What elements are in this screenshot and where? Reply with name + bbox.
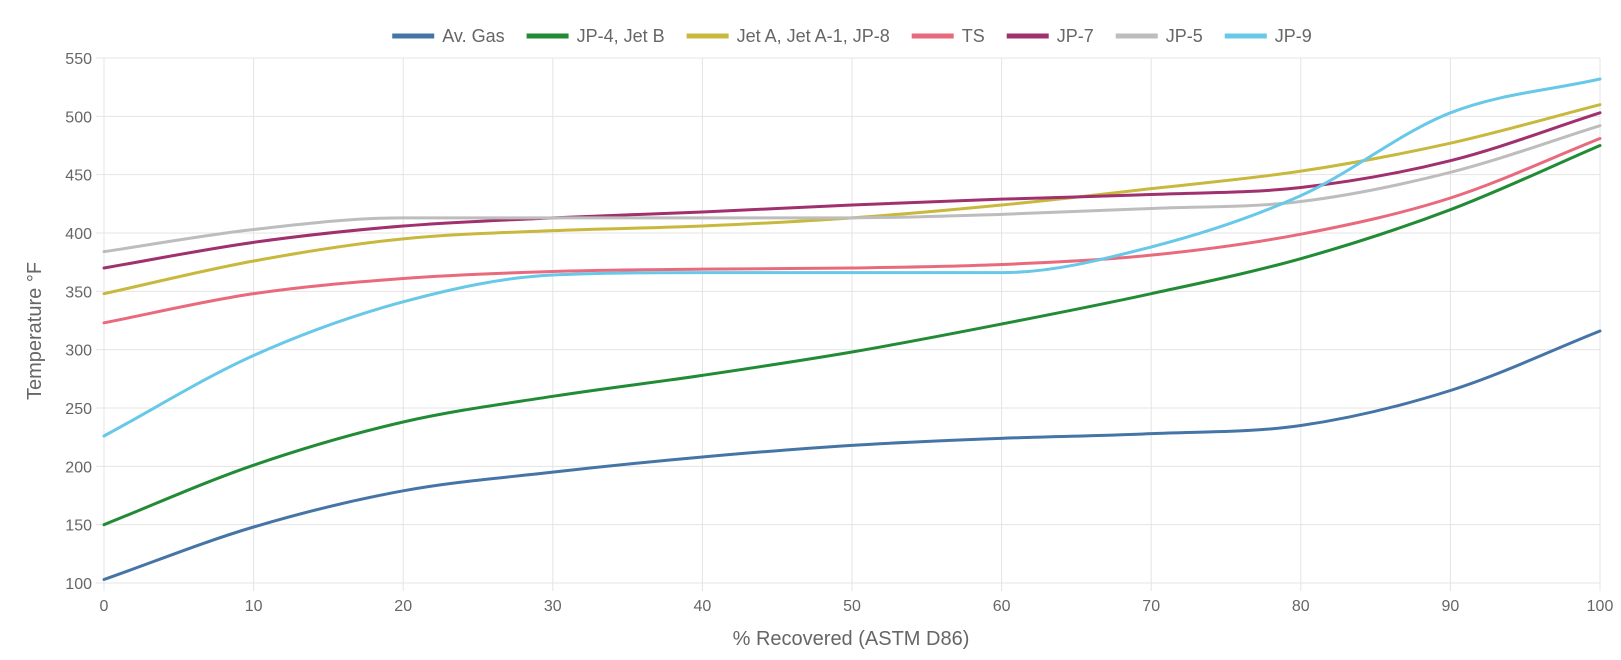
- x-axis-title: % Recovered (ASTM D86): [733, 628, 970, 650]
- legend-label: JP-5: [1166, 26, 1203, 46]
- x-tick-label: 40: [694, 598, 712, 615]
- legend-item[interactable]: Av. Gas: [392, 26, 505, 46]
- series-line-jp-9: [102, 77, 1602, 438]
- y-tick-label: 550: [65, 51, 92, 68]
- legend-label: JP-9: [1275, 26, 1312, 46]
- legend-item[interactable]: TS: [911, 26, 985, 46]
- legend-label: JP-7: [1057, 26, 1094, 46]
- y-tick-label: 100: [65, 576, 92, 593]
- x-tick-label: 70: [1142, 598, 1160, 615]
- series-line-jp-5: [102, 124, 1602, 254]
- x-tick-label: 10: [245, 598, 263, 615]
- legend-item[interactable]: JP-9: [1224, 26, 1312, 46]
- legend-item[interactable]: JP-7: [1006, 26, 1094, 46]
- axis-ticks: 0 10 20 30 40 50 60 70 80 90 100 100 150 200 250 300 350…: [65, 51, 1613, 615]
- series-lines: [102, 77, 1602, 581]
- series-line-av-gas: [102, 329, 1602, 581]
- x-tick-label: 0: [100, 598, 109, 615]
- series-line-ts: [102, 137, 1602, 325]
- y-tick-label: 250: [65, 401, 92, 418]
- x-tick-label: 30: [544, 598, 562, 615]
- legend: Av. Gas JP-4, Jet B Jet A, Jet A-1, JP-8 TS…: [392, 26, 1312, 46]
- x-tick-label: 80: [1292, 598, 1310, 615]
- y-tick-label: 350: [65, 284, 92, 301]
- series-line-jp-4-jet-b: [102, 144, 1602, 527]
- series-line-jp-7: [102, 111, 1602, 270]
- x-tick-label: 60: [993, 598, 1011, 615]
- y-tick-label: 400: [65, 226, 92, 243]
- legend-item[interactable]: Jet A, Jet A-1, JP-8: [686, 26, 890, 46]
- x-tick-label: 20: [394, 598, 412, 615]
- x-tick-label: 90: [1442, 598, 1460, 615]
- legend-item[interactable]: JP-4, Jet B: [526, 26, 665, 46]
- y-tick-label: 450: [65, 168, 92, 185]
- legend-item[interactable]: JP-5: [1115, 26, 1203, 46]
- legend-label: Jet A, Jet A-1, JP-8: [737, 26, 890, 46]
- grid: [96, 57, 1601, 591]
- y-tick-label: 200: [65, 459, 92, 476]
- legend-label: Av. Gas: [442, 26, 504, 46]
- x-tick-label: 50: [843, 598, 861, 615]
- y-tick-label: 300: [65, 343, 92, 360]
- x-tick-label: 100: [1587, 598, 1614, 615]
- legend-label: JP-4, Jet B: [577, 26, 665, 46]
- legend-label: TS: [962, 26, 985, 46]
- y-tick-label: 500: [65, 109, 92, 126]
- y-axis-title: Temperature °F: [24, 262, 46, 400]
- y-tick-label: 150: [65, 518, 92, 535]
